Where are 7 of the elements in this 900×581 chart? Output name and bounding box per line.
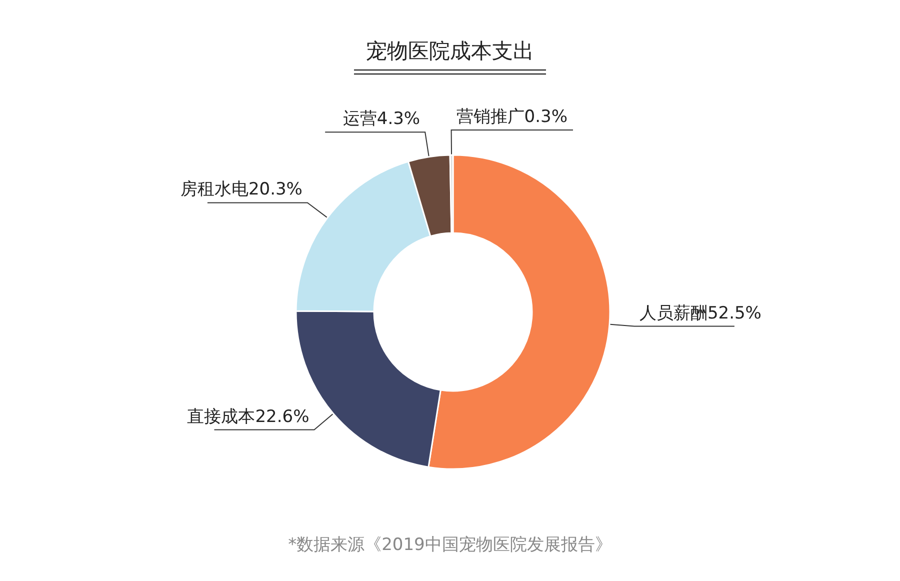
chart-title: 宠物医院成本支出 bbox=[366, 39, 534, 63]
slice-label: 运营4.3% bbox=[342, 109, 420, 130]
slice-label: 直接成本22.6% bbox=[187, 406, 310, 427]
slice-label: 人员薪酬52.5% bbox=[639, 303, 762, 324]
text: *数据来源《2019中国宠物医院发展报告》 bbox=[288, 535, 612, 555]
slice-label: 房租水电20.3% bbox=[180, 180, 302, 200]
slice-label: 营销推广0.3% bbox=[456, 107, 568, 128]
